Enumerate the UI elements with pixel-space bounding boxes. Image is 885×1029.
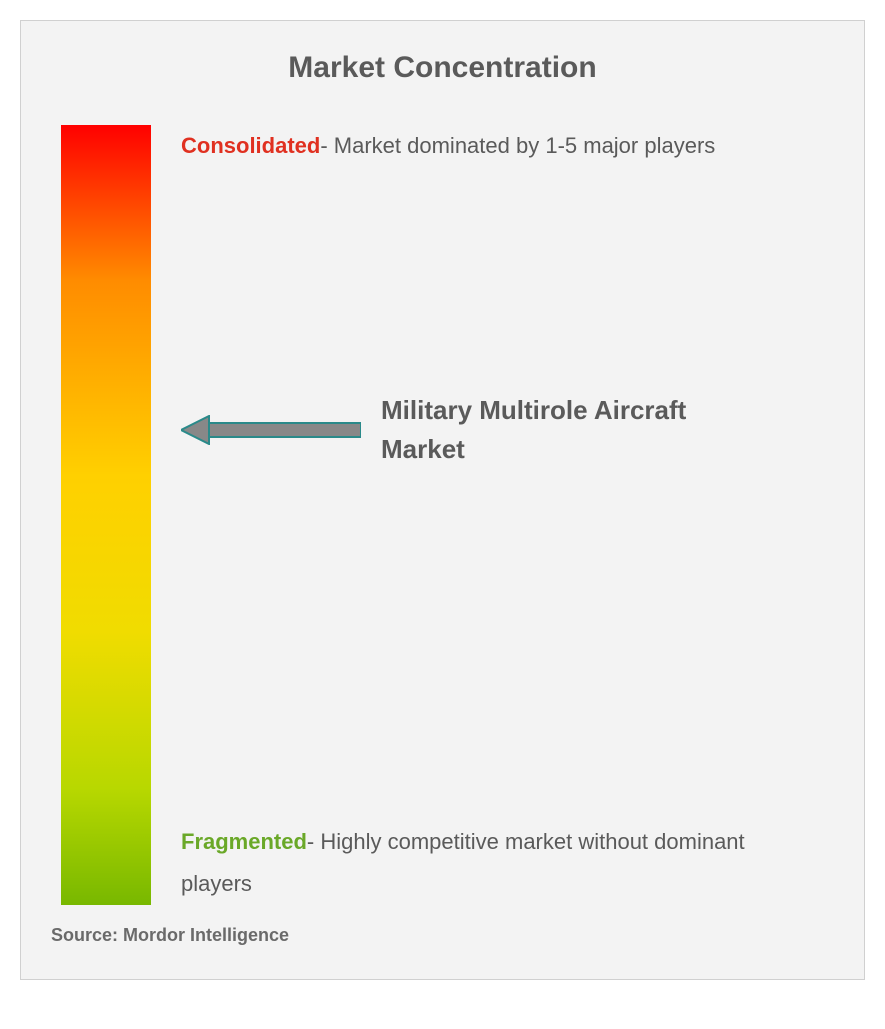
consolidated-label: Consolidated (181, 133, 320, 158)
chart-content: Consolidated- Market dominated by 1-5 ma… (51, 125, 834, 905)
consolidated-text: - Market dominated by 1-5 major players (320, 133, 715, 158)
right-panel: Consolidated- Market dominated by 1-5 ma… (181, 125, 834, 905)
fragmented-label: Fragmented (181, 829, 307, 854)
consolidated-description: Consolidated- Market dominated by 1-5 ma… (181, 125, 814, 167)
source-attribution: Source: Mordor Intelligence (51, 925, 834, 946)
concentration-gradient-bar (61, 125, 151, 905)
fragmented-description: Fragmented- Highly competitive market wi… (181, 821, 814, 905)
market-pointer: Military Multirole Aircraft Market (181, 391, 761, 469)
chart-container: Market Concentration Consolidated- Marke… (20, 20, 865, 980)
chart-title: Market Concentration (51, 51, 834, 85)
arrow-left-icon (181, 415, 361, 445)
pointer-label: Military Multirole Aircraft Market (381, 391, 761, 469)
